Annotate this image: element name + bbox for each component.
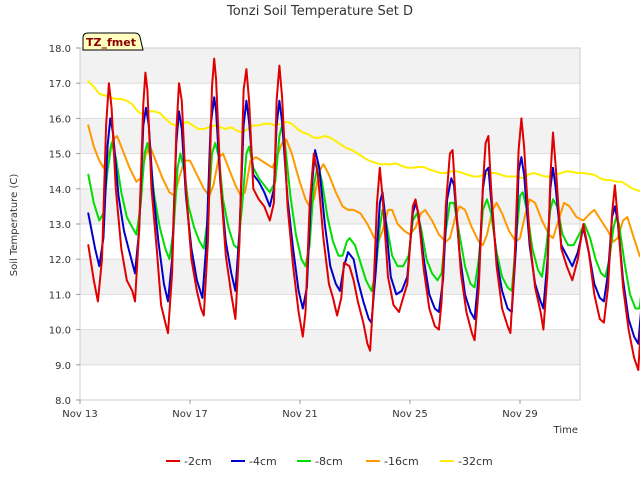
grid-band <box>80 118 580 154</box>
y-tick-label: 12.0 <box>49 255 71 266</box>
y-tick-label: 16.0 <box>49 114 71 125</box>
chart-title: Tonzi Soil Temperature Set D <box>226 4 413 19</box>
site-badge: TZ_fmet <box>82 32 144 51</box>
y-tick-label: 13.0 <box>49 220 71 231</box>
y-axis-ticks: 8.0 9.0 10.0 11.0 12.0 13.0 14.0 15.0 16.0 17.0 18… <box>49 44 80 407</box>
legend-label: -4cm <box>249 455 277 468</box>
x-axis-ticks: Nov 13 Nov 17 Nov 21 Nov 25 Nov 29 <box>62 400 538 420</box>
legend-label: -8cm <box>315 455 343 468</box>
grid-band <box>80 188 580 224</box>
x-tick-label: Nov 17 <box>172 409 207 420</box>
grid-band <box>80 48 580 84</box>
site-badge-label: TZ_fmet <box>86 36 136 49</box>
y-tick-label: 8.0 <box>55 396 71 407</box>
series-line-minus-8cm <box>87 124 640 310</box>
y-tick-label: 15.0 <box>49 150 71 161</box>
grid-band <box>80 329 580 365</box>
y-tick-label: 11.0 <box>49 290 71 301</box>
legend: -2cm -4cm -8cm -16cm -32cm <box>166 455 493 468</box>
y-tick-label: 14.0 <box>49 185 71 196</box>
y-tick-label: 17.0 <box>49 79 71 90</box>
legend-label: -16cm <box>384 455 419 468</box>
y-tick-label: 9.0 <box>55 361 71 372</box>
grid-band <box>80 364 580 400</box>
x-axis-label: Time <box>553 425 578 436</box>
series-line-minus-2cm <box>87 57 640 372</box>
y-axis-label: Soil Temperature (C) <box>9 174 20 277</box>
y-tick-label: 18.0 <box>49 44 71 55</box>
series-lines <box>87 57 640 372</box>
grid-band <box>80 83 580 119</box>
y-tick-label: 10.0 <box>49 326 71 337</box>
x-tick-label: Nov 13 <box>62 409 97 420</box>
x-tick-label: Nov 25 <box>392 409 427 420</box>
legend-label: -32cm <box>458 455 493 468</box>
site-badge-shape <box>82 32 144 51</box>
series-line-minus-16cm <box>87 124 640 258</box>
x-tick-label: Nov 29 <box>502 409 537 420</box>
x-tick-label: Nov 21 <box>282 409 317 420</box>
grid-band <box>80 153 580 189</box>
legend-label: -2cm <box>184 455 212 468</box>
